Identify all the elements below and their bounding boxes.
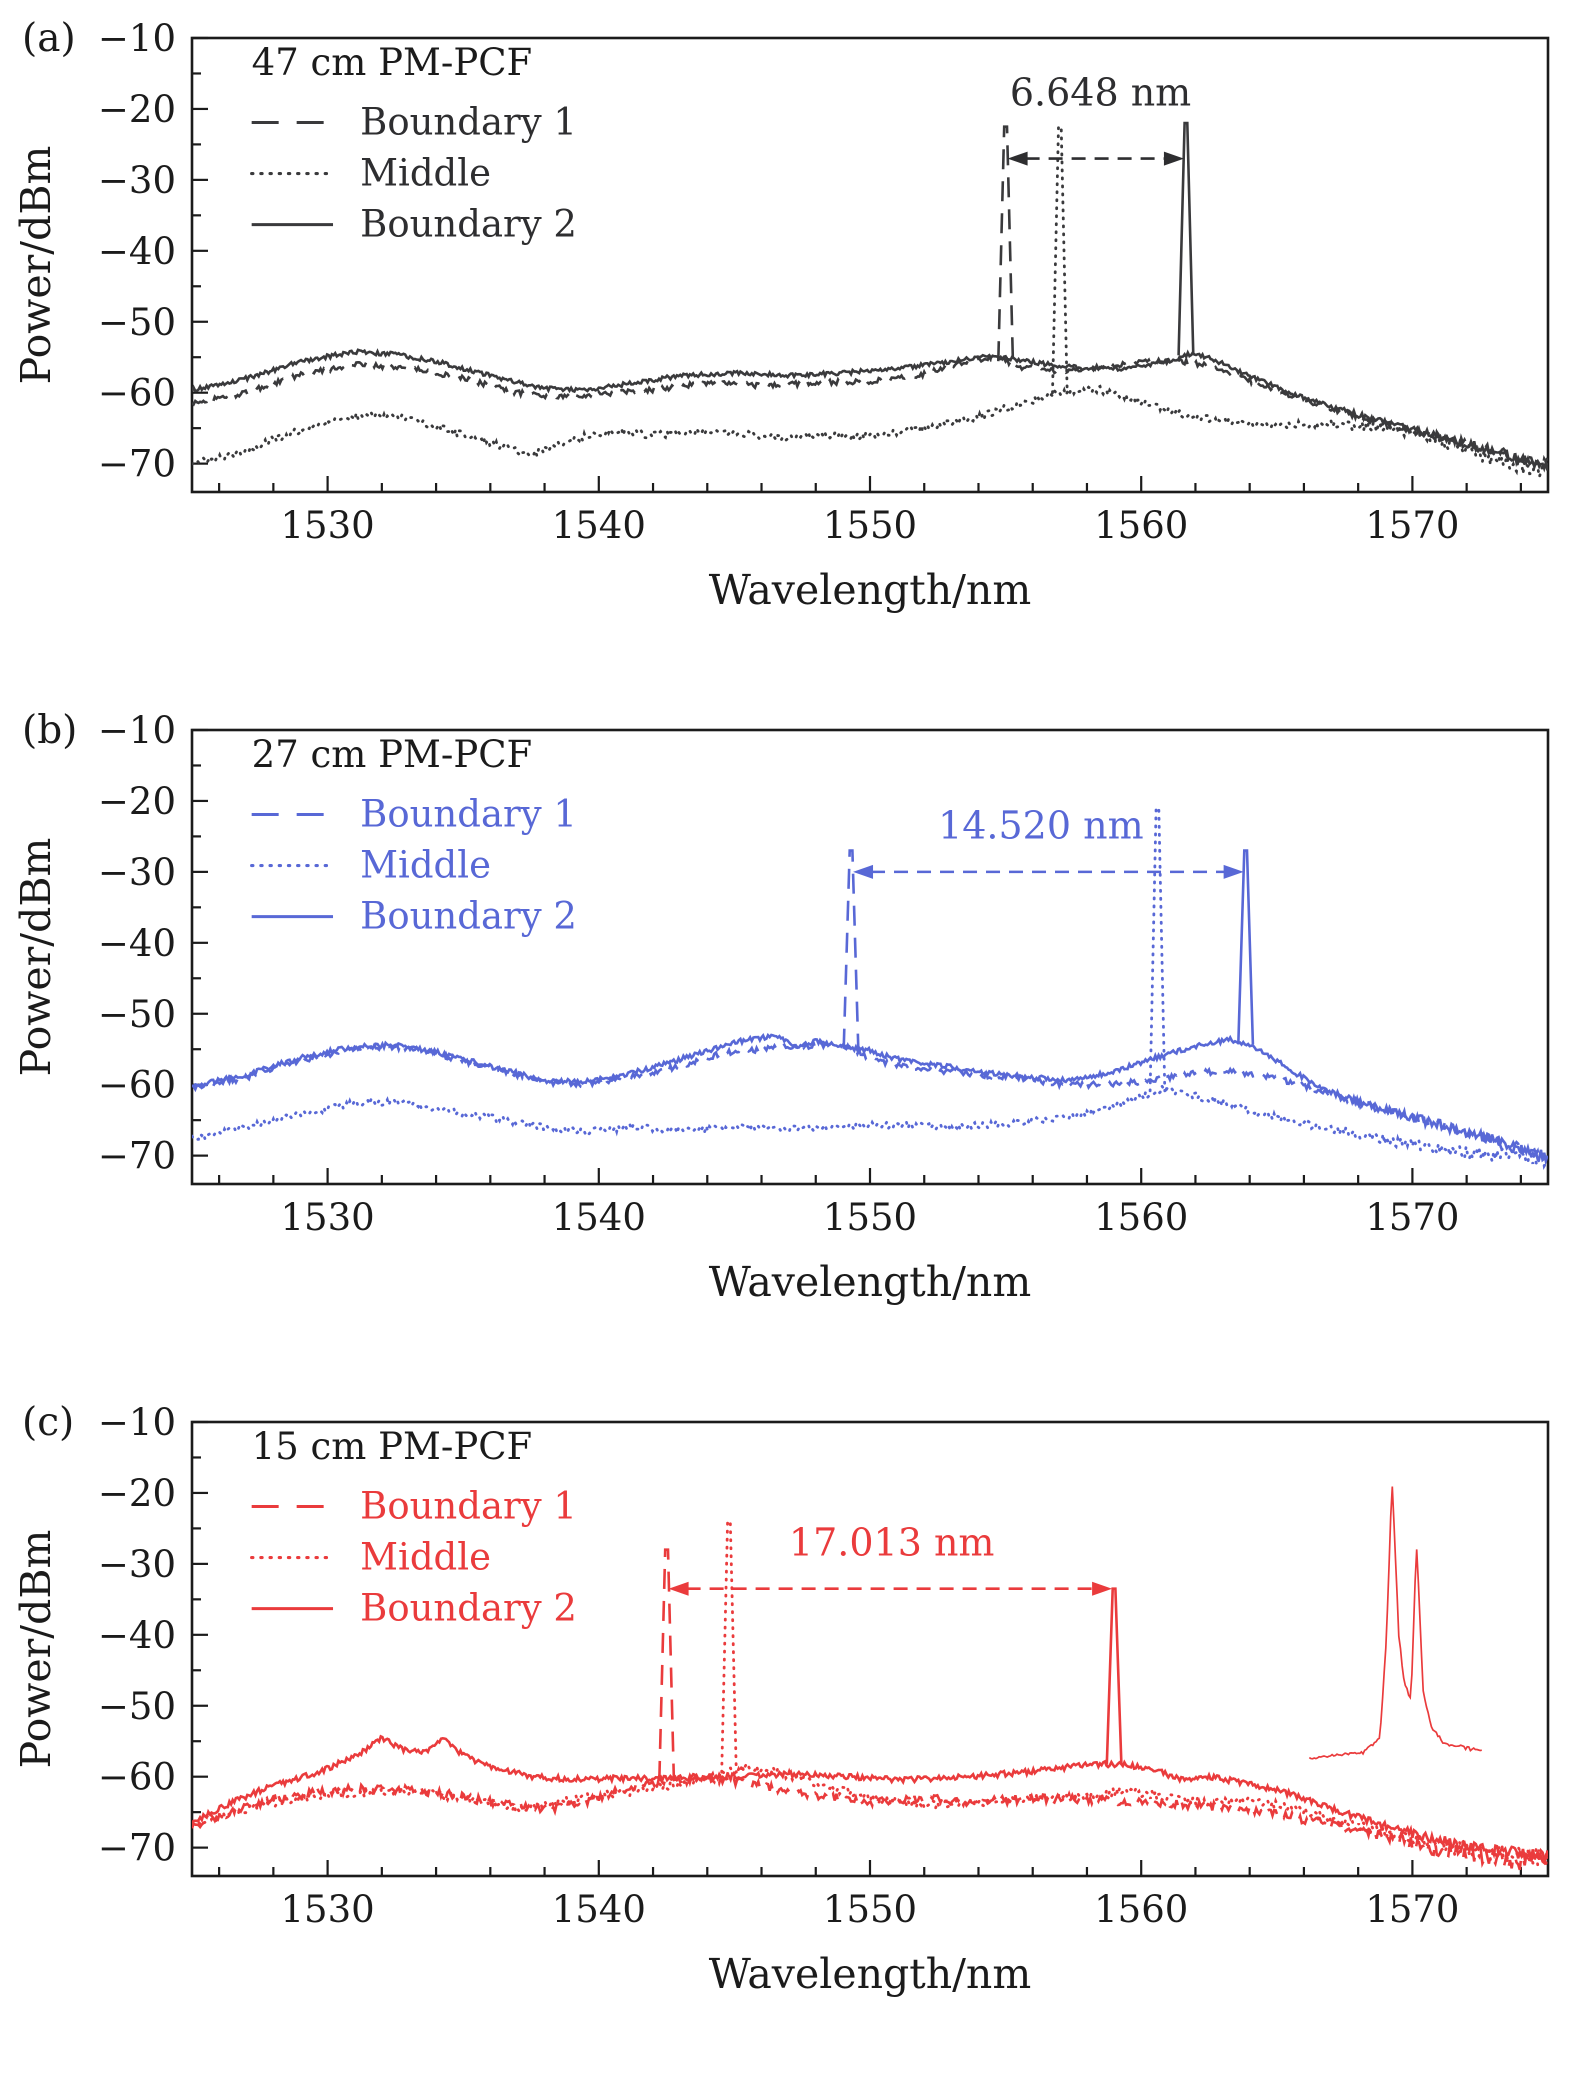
legend-label: Boundary 1	[360, 100, 577, 143]
x-axis-title: Wavelength/nm	[709, 1258, 1031, 1306]
series-peak	[1051, 125, 1069, 395]
annotation-label: 14.520 nm	[938, 804, 1144, 848]
series-boundary-2-curve	[192, 348, 1548, 473]
y-tick-label: −60	[98, 1064, 176, 1107]
legend-label: Boundary 2	[360, 895, 577, 938]
x-tick-label: 1560	[1094, 1196, 1188, 1239]
x-tick-label: 1570	[1365, 1196, 1459, 1239]
axis-ticks	[192, 728, 1522, 1184]
series-peak	[1105, 1587, 1123, 1765]
panel-b: 1530 1540 1550 1560 1570 −10 −20 −30 −40 −50 −60 −7…	[12, 708, 1550, 1306]
x-tick-label: 1570	[1365, 504, 1459, 547]
y-tick-label: −20	[98, 780, 176, 823]
y-axis-title: Power/dBm	[12, 838, 60, 1077]
y-tick-label: −50	[98, 993, 176, 1036]
y-tick-label: −40	[98, 922, 176, 965]
legend-title: 27 cm PM-PCF	[252, 733, 533, 776]
series-peak	[1237, 849, 1255, 1045]
series-boundary-2-curve	[192, 1734, 1548, 1864]
arrowhead-left-icon	[668, 1581, 689, 1596]
y-tick-label: −10	[98, 1401, 176, 1444]
y-tick-label: −30	[98, 851, 176, 894]
panel-tag: (c)	[22, 1400, 74, 1445]
y-tick-label: −40	[98, 1614, 176, 1657]
y-axis-title: Power/dBm	[12, 146, 60, 385]
y-tick-label: −30	[98, 1543, 176, 1586]
panel-tag: (b)	[22, 708, 77, 753]
y-tick-label: −20	[98, 88, 176, 131]
panel-a: 1530 1540 1550 1560 1570 −10 −20 −30 −40 −50 −60 −7…	[12, 16, 1550, 614]
y-tick-label: −60	[98, 372, 176, 415]
panel-tag: (a)	[22, 16, 76, 61]
legend-label: Middle	[360, 152, 491, 195]
legend-label: Boundary 2	[360, 1587, 577, 1630]
annotation-label: 6.648 nm	[1010, 70, 1191, 114]
series-middle-curve	[192, 1082, 1548, 1170]
y-tick-label: −60	[98, 1756, 176, 1799]
y-tick-label: −70	[98, 443, 176, 486]
legend-label: Boundary 2	[360, 203, 577, 246]
x-tick-label: 1550	[823, 1888, 917, 1931]
series-peak	[1148, 806, 1167, 1093]
curves	[192, 121, 1548, 478]
series-peak	[842, 849, 860, 1049]
y-tick-label: −50	[98, 301, 176, 344]
series-boundary-1-curve	[192, 1772, 1548, 1871]
x-tick-label: 1540	[552, 504, 646, 547]
curves	[192, 806, 1548, 1170]
series-detail-curve	[1308, 1486, 1482, 1760]
y-tick-label: −10	[98, 17, 176, 60]
x-tick-label: 1570	[1365, 1888, 1459, 1931]
series-peak	[997, 125, 1015, 362]
arrowhead-right-icon	[1092, 1581, 1113, 1596]
annotation-label: 17.013 nm	[789, 1520, 995, 1564]
x-axis-title: Wavelength/nm	[709, 566, 1031, 614]
x-tick-label: 1530	[281, 504, 375, 547]
y-tick-label: −10	[98, 709, 176, 752]
y-tick-label: −20	[98, 1472, 176, 1515]
y-tick-label: −30	[98, 159, 176, 202]
axis-ticks	[192, 1420, 1522, 1876]
curves	[192, 1486, 1548, 1871]
series-boundary-2-curve	[192, 1032, 1548, 1166]
series-boundary-1-curve	[192, 353, 1548, 472]
arrowhead-right-icon	[1223, 864, 1244, 879]
legend-label: Middle	[360, 844, 491, 887]
legend-label: Middle	[360, 1536, 491, 1579]
series-peak	[1177, 121, 1195, 356]
series-peak	[720, 1519, 738, 1774]
y-tick-label: −40	[98, 230, 176, 273]
x-tick-label: 1530	[281, 1196, 375, 1239]
x-tick-label: 1550	[823, 1196, 917, 1239]
series-peak	[658, 1548, 676, 1781]
x-axis-title: Wavelength/nm	[709, 1950, 1031, 1998]
axis-ticks	[192, 36, 1522, 492]
y-axis-title: Power/dBm	[12, 1530, 60, 1769]
x-tick-label: 1530	[281, 1888, 375, 1931]
y-tick-label: −70	[98, 1827, 176, 1870]
series-boundary-1-curve	[192, 1038, 1548, 1163]
x-tick-label: 1560	[1094, 504, 1188, 547]
y-tick-label: −70	[98, 1135, 176, 1178]
legend-label: Boundary 1	[360, 1484, 577, 1527]
legend-title: 47 cm PM-PCF	[252, 41, 533, 84]
y-tick-label: −50	[98, 1685, 176, 1728]
legend-title: 15 cm PM-PCF	[252, 1425, 533, 1468]
panel-c: 1530 1540 1550 1560 1570 −10 −20 −30 −40 −50 −60 −7…	[12, 1400, 1550, 1998]
x-tick-label: 1550	[823, 504, 917, 547]
x-tick-label: 1540	[552, 1196, 646, 1239]
series-middle-curve	[192, 384, 1548, 478]
x-tick-label: 1560	[1094, 1888, 1188, 1931]
legend-label: Boundary 1	[360, 792, 577, 835]
arrowhead-right-icon	[1163, 151, 1184, 166]
arrowhead-left-icon	[1007, 151, 1028, 166]
x-tick-label: 1540	[552, 1888, 646, 1931]
arrowhead-left-icon	[853, 864, 874, 879]
